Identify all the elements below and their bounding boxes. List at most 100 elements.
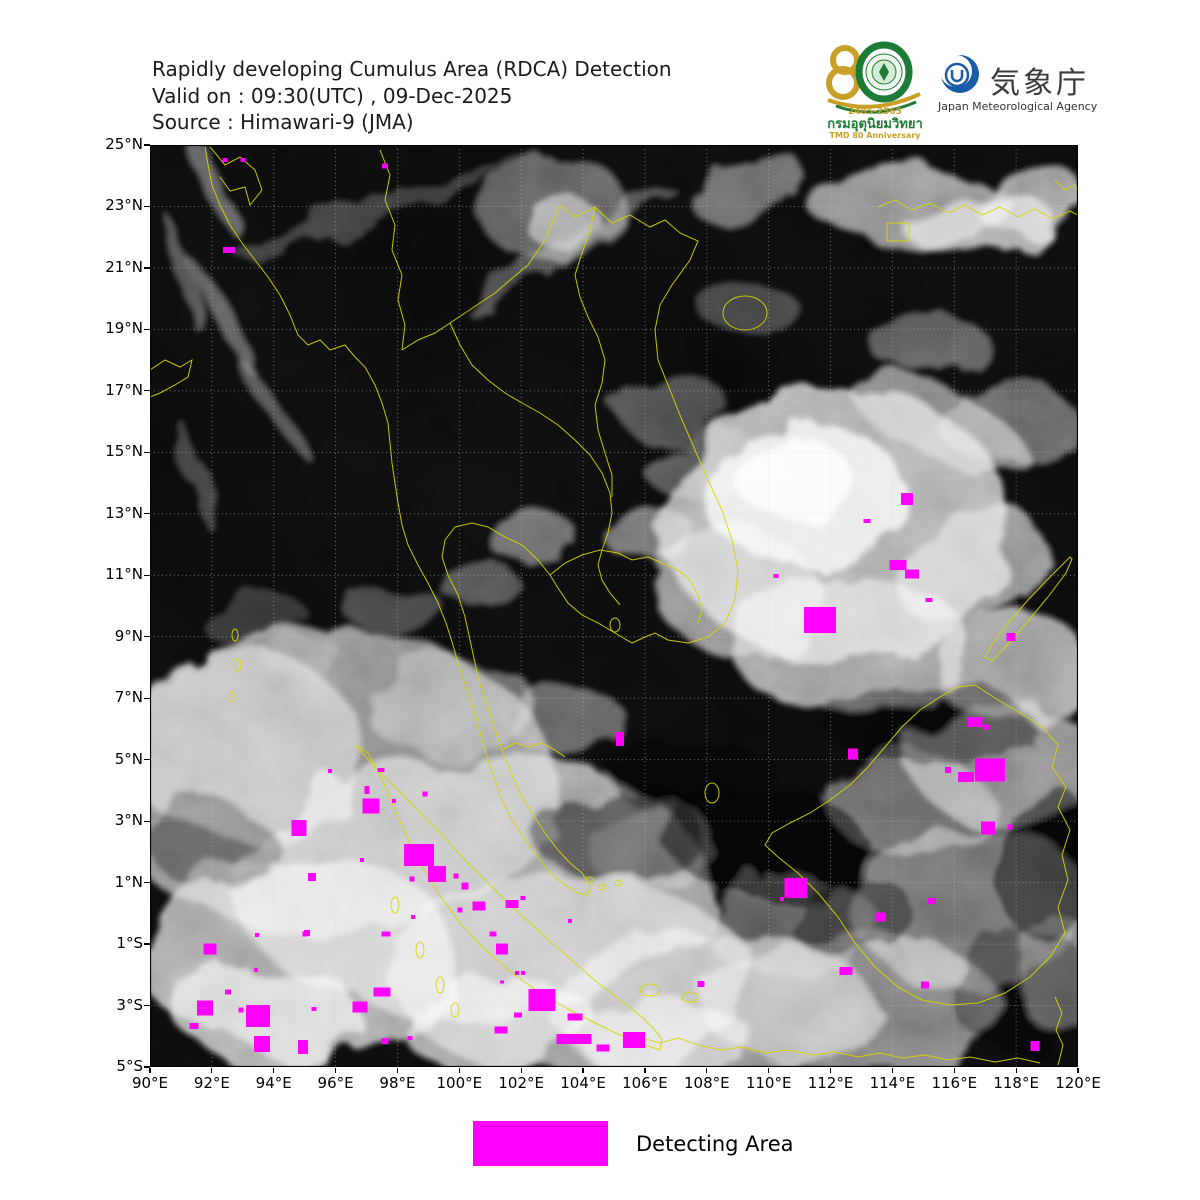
phu-quoc-island [609, 617, 621, 633]
y-tick-label: 17°N [105, 380, 143, 399]
mentawai-island [415, 941, 425, 959]
x-tick-label: 110°E [745, 1074, 792, 1092]
x-tick [891, 1068, 893, 1073]
detection-area [784, 878, 808, 899]
y-tick-label: 25°N [105, 135, 143, 153]
jma-name-english: Japan Meteorological Agency [938, 100, 1098, 113]
myanmar-china-border [379, 149, 406, 351]
tmd-anniversary: TMD 80 Anniversary [830, 131, 922, 140]
x-tick-label: 104°E [560, 1074, 606, 1092]
x-tick-label: 100°E [436, 1074, 483, 1092]
coastlines [150, 146, 1078, 1066]
detection-area [189, 1022, 199, 1029]
detection-area [980, 821, 995, 835]
detection-area [556, 1034, 592, 1045]
y-tick-label: 5°N [114, 749, 143, 768]
detection-area [409, 876, 415, 882]
detection-area [848, 748, 859, 760]
y-tick [144, 267, 150, 269]
x-tick [1077, 1068, 1079, 1073]
legend: Detecting Area [473, 1121, 794, 1166]
x-tick-label: 120°E [1055, 1074, 1101, 1092]
y-tick [144, 1066, 150, 1068]
detection-area [521, 970, 526, 975]
legend-label: Detecting Area [636, 1131, 794, 1156]
y-tick-label: 3°N [114, 811, 143, 830]
x-tick [520, 1068, 522, 1073]
x-tick-label: 102°E [498, 1074, 544, 1092]
detection-area [302, 931, 308, 937]
detection-area [958, 772, 975, 783]
detection-area [975, 758, 1006, 782]
natuna-island [704, 782, 720, 804]
jma-name-japanese: 気象庁 [990, 66, 1089, 101]
x-tick [273, 1068, 275, 1073]
detection-area [967, 717, 983, 728]
detection-area [224, 989, 231, 995]
detection-area [568, 919, 573, 924]
x-tick [396, 1068, 399, 1073]
x-tick-label: 96°E [317, 1074, 354, 1092]
y-tick-label: 1°S [116, 934, 143, 953]
detection-area [1030, 1041, 1040, 1052]
detection-area [255, 933, 260, 938]
borneo-coast [764, 684, 1071, 1006]
y-tick [144, 697, 150, 699]
detection-area [472, 901, 486, 911]
detection-area [514, 970, 519, 975]
detection-area [422, 791, 428, 797]
detection-area [240, 158, 246, 163]
x-tick-label: 112°E [807, 1074, 854, 1092]
map-frame [150, 145, 1078, 1067]
x-tick [644, 1068, 646, 1073]
tmd-years: 2485-2565 [848, 107, 902, 117]
y-tick [144, 205, 150, 208]
detection-area [291, 820, 307, 837]
detection-area [927, 898, 936, 905]
detection-area [197, 1000, 214, 1016]
detection-area [381, 931, 391, 937]
detection-area [311, 1006, 317, 1011]
page-title: Rapidly developing Cumulus Area (RDCA) D… [152, 56, 672, 136]
detection-area [457, 907, 463, 913]
detection-area [407, 1036, 413, 1041]
x-tick [149, 1068, 151, 1073]
sumatra-coast [354, 744, 663, 1051]
y-tick-label: 21°N [105, 257, 143, 276]
detection-area [453, 873, 459, 879]
y-tick [144, 820, 150, 822]
detection-area [697, 981, 705, 988]
detection-area [773, 574, 779, 579]
x-tick [829, 1068, 832, 1073]
x-tick-label: 98°E [379, 1074, 416, 1092]
belitung-island [681, 991, 699, 1003]
y-tick [144, 759, 150, 761]
detection-area [489, 931, 497, 937]
valid-time-line: Valid on : 09:30(UTC) , 09-Dec-2025 [152, 83, 513, 108]
y-tick-label: 15°N [105, 442, 143, 461]
x-tick [706, 1068, 708, 1073]
y-tick [144, 636, 150, 638]
detection-area [500, 980, 505, 984]
y-tick [144, 513, 150, 515]
sulawesi-coast [1054, 996, 1064, 1066]
mentawai-island [435, 976, 445, 994]
laos-north-border [401, 204, 561, 351]
detection-area [905, 569, 920, 579]
detection-area [945, 767, 952, 774]
andaman-island [231, 628, 239, 642]
detection-area [925, 598, 933, 603]
jma-logo-mark [940, 55, 979, 93]
detection-area [528, 989, 556, 1012]
detection-area [596, 1044, 610, 1052]
detection-area [308, 873, 317, 882]
palawan-coast [984, 556, 1073, 662]
y-tick [144, 574, 150, 576]
detection-area [900, 493, 913, 506]
tmd-thai-name: กรมอุตุนิยมวิทยา [827, 117, 923, 132]
detection-area [567, 1013, 583, 1021]
detection-area [1006, 633, 1016, 642]
x-tick-label: 106°E [622, 1074, 668, 1092]
x-tick [1015, 1068, 1017, 1073]
detection-area [921, 981, 930, 989]
